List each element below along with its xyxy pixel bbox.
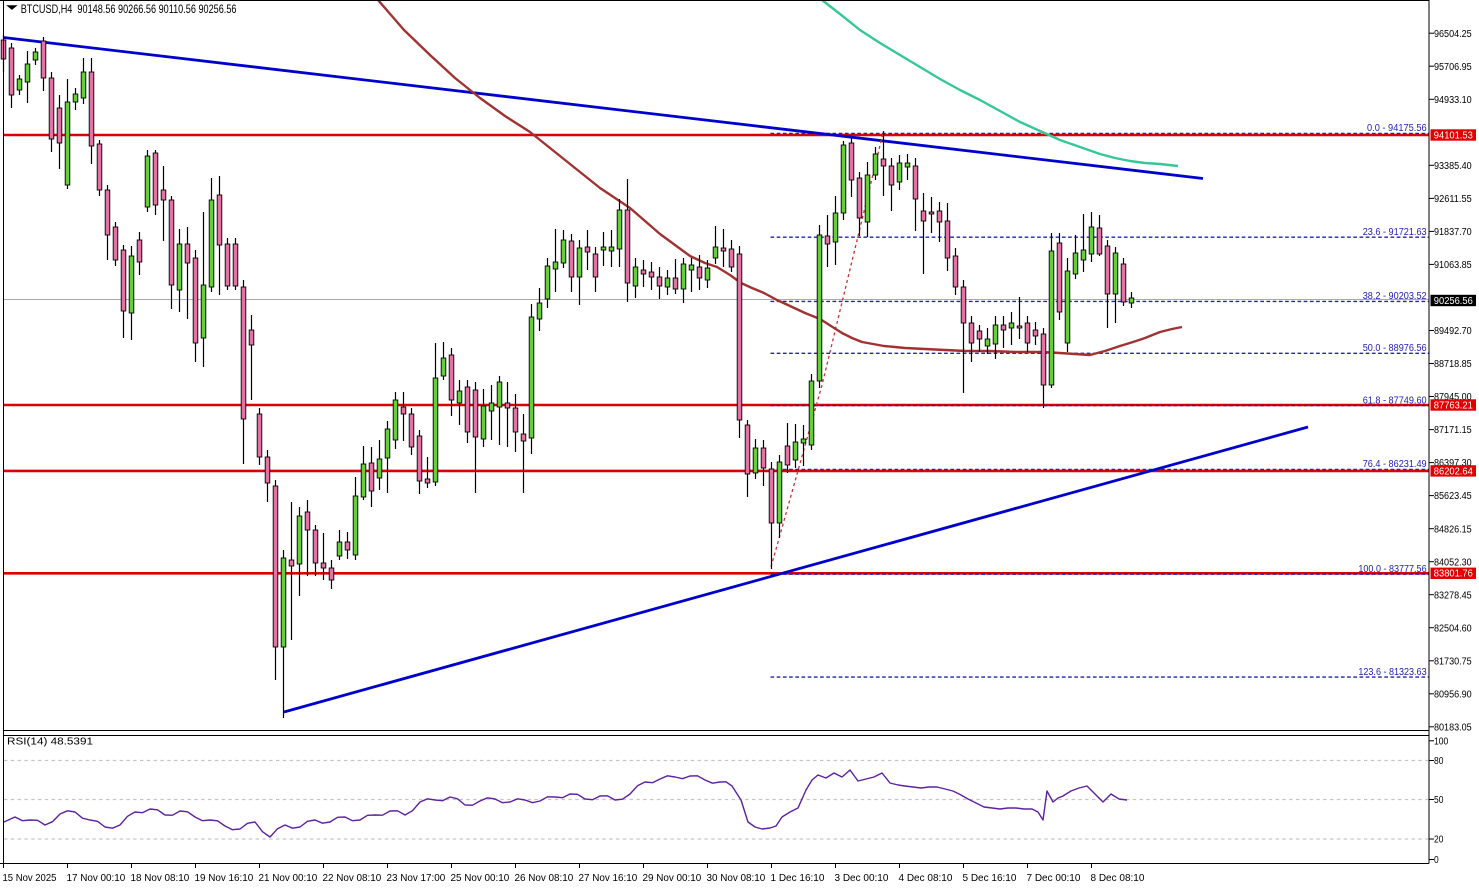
svg-text:3 Dec 00:10: 3 Dec 00:10 — [835, 873, 889, 884]
svg-text:90256.56: 90256.56 — [1434, 296, 1473, 307]
svg-text:86397.30: 86397.30 — [1434, 458, 1472, 469]
svg-text:87763.21: 87763.21 — [1434, 400, 1473, 411]
svg-text:0: 0 — [1434, 855, 1439, 866]
svg-text:91837.70: 91837.70 — [1434, 227, 1472, 238]
svg-text:80183.05: 80183.05 — [1434, 722, 1472, 733]
svg-text:87945.00: 87945.00 — [1434, 392, 1472, 403]
svg-text:123.6 - 81323.63: 123.6 - 81323.63 — [1358, 667, 1427, 678]
svg-text:1 Dec 16:10: 1 Dec 16:10 — [771, 873, 825, 884]
svg-text:96504.25: 96504.25 — [1434, 29, 1472, 40]
svg-text:80: 80 — [1434, 756, 1444, 767]
svg-text:30 Nov 08:10: 30 Nov 08:10 — [707, 873, 766, 884]
svg-text:0.0 - 94175.56: 0.0 - 94175.56 — [1367, 123, 1427, 134]
svg-text:17 Nov 00:10: 17 Nov 00:10 — [67, 873, 126, 884]
svg-text:50: 50 — [1434, 795, 1444, 806]
svg-text:50.0 - 88976.56: 50.0 - 88976.56 — [1363, 343, 1427, 354]
svg-text:19 Nov 16:10: 19 Nov 16:10 — [195, 873, 254, 884]
svg-text:81730.75: 81730.75 — [1434, 656, 1472, 667]
svg-text:87171.15: 87171.15 — [1434, 425, 1472, 436]
svg-text:100.0 - 83777.56: 100.0 - 83777.56 — [1358, 564, 1427, 575]
svg-text:84052.30: 84052.30 — [1434, 557, 1472, 568]
svg-text:83801.76: 83801.76 — [1434, 569, 1473, 580]
svg-text:BTCUSD,H4 90148.56 90266.56 9: BTCUSD,H4 90148.56 90266.56 90110.56 902… — [21, 2, 237, 16]
svg-text:84826.15: 84826.15 — [1434, 524, 1472, 535]
svg-text:4 Dec 08:10: 4 Dec 08:10 — [899, 873, 953, 884]
svg-text:92611.55: 92611.55 — [1434, 194, 1472, 205]
svg-text:93385.40: 93385.40 — [1434, 161, 1472, 172]
svg-text:94933.10: 94933.10 — [1434, 95, 1472, 106]
svg-text:29 Nov 00:10: 29 Nov 00:10 — [643, 873, 702, 884]
svg-text:18 Nov 08:10: 18 Nov 08:10 — [131, 873, 190, 884]
svg-text:61.8 - 87749.60: 61.8 - 87749.60 — [1363, 395, 1427, 406]
svg-text:22 Nov 08:10: 22 Nov 08:10 — [323, 873, 382, 884]
svg-text:7 Dec 00:10: 7 Dec 00:10 — [1027, 873, 1081, 884]
svg-text:85623.45: 85623.45 — [1434, 491, 1472, 502]
svg-text:88718.85: 88718.85 — [1434, 359, 1472, 370]
svg-text:95706.95: 95706.95 — [1434, 62, 1472, 73]
svg-text:26 Nov 08:10: 26 Nov 08:10 — [515, 873, 574, 884]
svg-text:89492.70: 89492.70 — [1434, 326, 1472, 337]
svg-text:76.4 - 86231.49: 76.4 - 86231.49 — [1363, 459, 1427, 470]
svg-text:27 Nov 16:10: 27 Nov 16:10 — [579, 873, 638, 884]
svg-text:20: 20 — [1434, 835, 1444, 846]
svg-text:80956.90: 80956.90 — [1434, 689, 1472, 700]
svg-text:8 Dec 08:10: 8 Dec 08:10 — [1091, 873, 1145, 884]
svg-text:38.2 - 90203.52: 38.2 - 90203.52 — [1363, 291, 1427, 302]
svg-text:5 Dec 16:10: 5 Dec 16:10 — [963, 873, 1017, 884]
svg-text:25 Nov 00:10: 25 Nov 00:10 — [451, 873, 510, 884]
svg-text:23.6 - 91721.63: 23.6 - 91721.63 — [1363, 227, 1427, 238]
svg-text:15 Nov 2025: 15 Nov 2025 — [3, 873, 57, 884]
svg-text:86202.64: 86202.64 — [1434, 466, 1473, 477]
svg-text:94101.53: 94101.53 — [1434, 130, 1473, 141]
svg-text:21 Nov 00:10: 21 Nov 00:10 — [259, 873, 318, 884]
svg-text:91063.85: 91063.85 — [1434, 260, 1472, 271]
svg-text:100: 100 — [1434, 736, 1449, 747]
svg-text:83278.45: 83278.45 — [1434, 590, 1472, 601]
svg-text:23 Nov 17:00: 23 Nov 17:00 — [387, 873, 446, 884]
svg-text:RSI(14) 48.5391: RSI(14) 48.5391 — [7, 737, 94, 748]
svg-text:82504.60: 82504.60 — [1434, 623, 1472, 634]
